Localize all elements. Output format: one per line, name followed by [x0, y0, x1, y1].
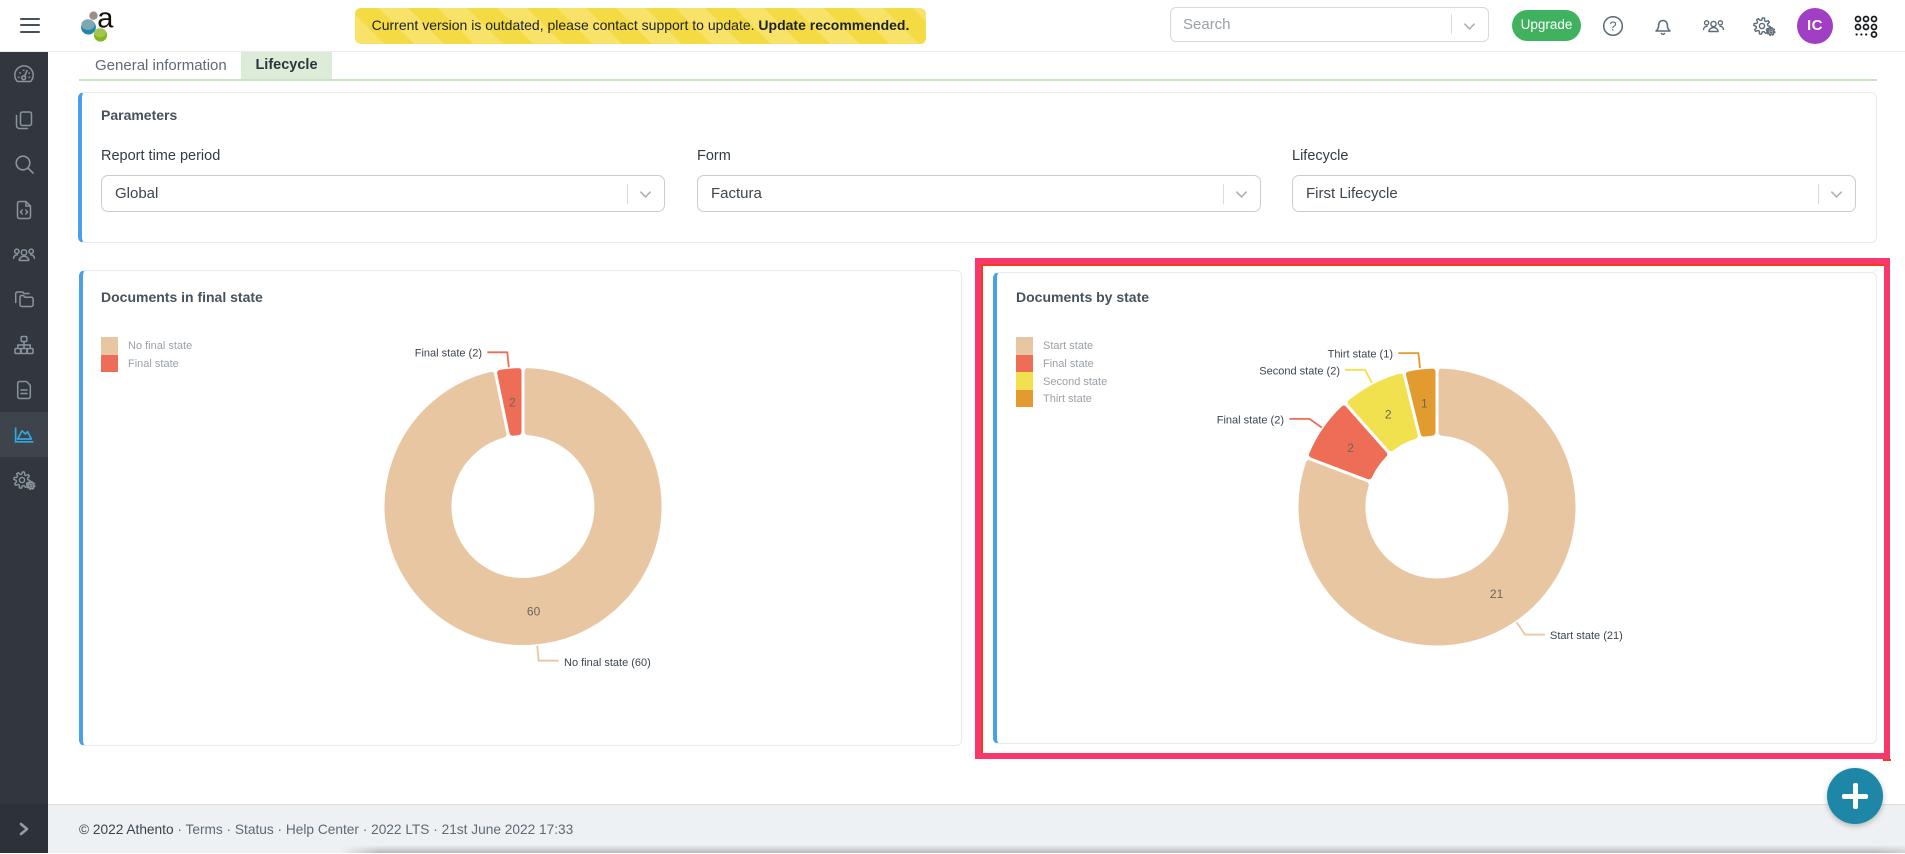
svg-text:a: a: [97, 6, 114, 35]
svg-text:?: ?: [1609, 19, 1616, 34]
